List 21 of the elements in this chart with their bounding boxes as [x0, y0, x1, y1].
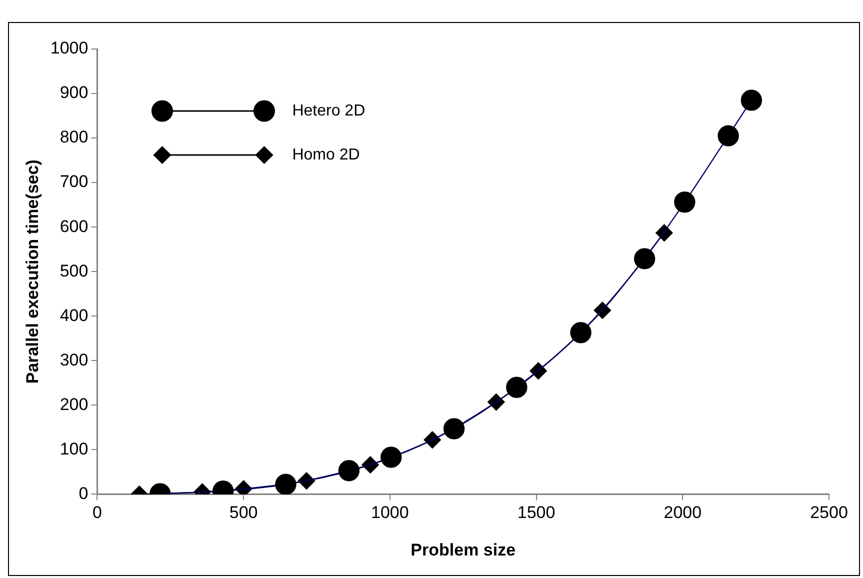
x-tick-label: 0 — [92, 503, 102, 522]
y-tick-label: 100 — [60, 439, 88, 458]
y-tick-label: 900 — [60, 83, 88, 102]
x-tick-label: 2000 — [664, 503, 702, 522]
x-axis-title: Problem size — [410, 540, 516, 560]
x-tick-label: 1500 — [517, 503, 556, 522]
y-tick-label: 800 — [60, 128, 88, 147]
y-axis-title: Parallel execution time(sec) — [22, 160, 42, 384]
y-tick-label: 400 — [60, 306, 88, 325]
y-tick-label: 700 — [60, 172, 88, 192]
y-tick-label: 600 — [60, 216, 88, 236]
x-tick-label: 1000 — [371, 503, 409, 522]
y-tick-label: 300 — [60, 350, 88, 370]
legend-label: Homo 2D — [292, 146, 360, 164]
y-tick-label: 1000 — [50, 38, 88, 58]
legend-label: Hetero 2D — [292, 102, 366, 120]
y-tick-label: 200 — [60, 394, 88, 414]
y-tick-label: 500 — [60, 261, 88, 280]
x-tick-label: 2500 — [810, 503, 848, 522]
y-tick-label: 0 — [78, 484, 88, 503]
x-tick-label: 500 — [229, 503, 258, 522]
